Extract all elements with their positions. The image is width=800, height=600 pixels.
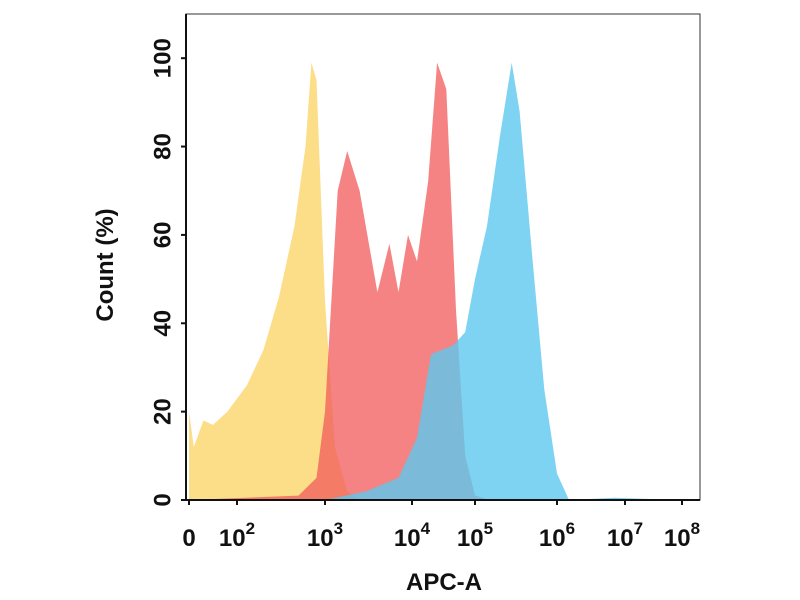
y-tick-label: 20: [149, 398, 176, 425]
y-axis-ticks: 0 20 40 60 80 100: [149, 38, 186, 507]
plot-frame: [185, 13, 701, 501]
y-tick-label: 100: [149, 38, 176, 78]
y-tick-label: 0: [149, 493, 176, 506]
y-tick-label: 40: [149, 310, 176, 337]
histogram-series: [189, 62, 682, 500]
x-tick-label: 105: [457, 519, 493, 552]
y-tick-label: 60: [149, 222, 176, 249]
x-tick-label: 104: [394, 519, 431, 552]
x-axis-ticks: 0 102 103 104 105 106 107 108: [182, 500, 700, 552]
x-tick-label: 106: [539, 519, 575, 552]
histogram-area-2: [189, 62, 490, 500]
histogram-area-3: [189, 62, 682, 500]
x-axis-label: APC-A: [406, 569, 482, 596]
x-tick-label: 102: [219, 519, 255, 552]
x-tick-label: 107: [607, 519, 643, 552]
x-tick-label: 103: [307, 519, 343, 552]
x-tick-label: 0: [182, 525, 195, 552]
y-axis-label: Count (%): [92, 208, 119, 321]
x-tick-label: 108: [664, 519, 700, 552]
y-tick-label: 80: [149, 133, 176, 160]
histogram-area-1: [189, 62, 360, 500]
